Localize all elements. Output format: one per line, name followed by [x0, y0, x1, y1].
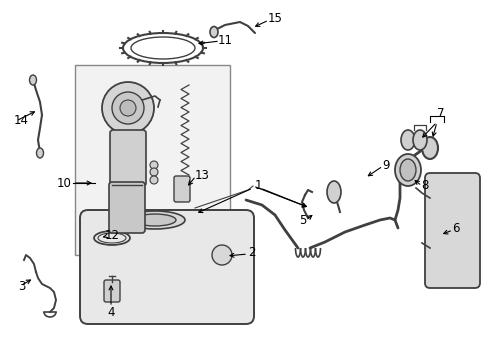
FancyBboxPatch shape: [80, 210, 253, 324]
Ellipse shape: [400, 130, 414, 150]
Text: 11: 11: [218, 33, 232, 46]
Ellipse shape: [125, 211, 184, 229]
Ellipse shape: [394, 154, 420, 186]
Text: 15: 15: [267, 12, 282, 24]
Ellipse shape: [209, 27, 218, 37]
Text: 12: 12: [105, 229, 120, 242]
Circle shape: [112, 92, 143, 124]
Text: 2: 2: [247, 247, 255, 260]
Ellipse shape: [29, 75, 37, 85]
Text: 8: 8: [420, 179, 427, 192]
FancyBboxPatch shape: [110, 130, 146, 186]
Circle shape: [150, 176, 158, 184]
Circle shape: [150, 168, 158, 176]
Bar: [75, 65, 229, 255]
FancyBboxPatch shape: [104, 280, 120, 302]
Text: 7: 7: [436, 107, 444, 120]
Circle shape: [102, 82, 154, 134]
Ellipse shape: [134, 214, 176, 226]
Ellipse shape: [412, 130, 426, 150]
Text: 6: 6: [451, 221, 459, 234]
Text: 13: 13: [195, 168, 209, 181]
Circle shape: [150, 161, 158, 169]
Text: 1: 1: [254, 179, 262, 192]
Ellipse shape: [326, 181, 340, 203]
Text: 10: 10: [57, 176, 72, 189]
Ellipse shape: [399, 159, 415, 181]
Text: 4: 4: [107, 306, 115, 319]
Ellipse shape: [421, 137, 437, 159]
Circle shape: [212, 245, 231, 265]
Text: 5: 5: [298, 213, 305, 226]
Text: 9: 9: [381, 158, 389, 171]
Circle shape: [120, 100, 136, 116]
Ellipse shape: [37, 148, 43, 158]
FancyBboxPatch shape: [174, 176, 190, 202]
Text: 3: 3: [18, 279, 25, 292]
Text: 14: 14: [14, 113, 29, 126]
FancyBboxPatch shape: [109, 182, 145, 233]
FancyBboxPatch shape: [424, 173, 479, 288]
